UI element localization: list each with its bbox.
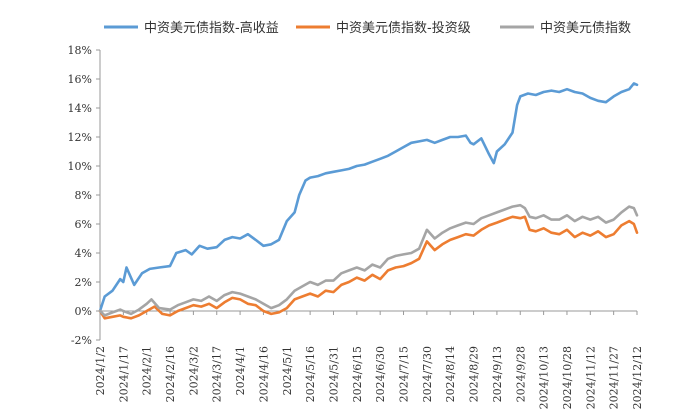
series-layer <box>98 82 639 320</box>
x-tick-label: 2024/9/28 <box>514 346 527 402</box>
legend-label-3: 中资美元债指数 <box>540 21 631 36</box>
x-tick-label: 2024/10/13 <box>538 346 551 409</box>
y-tick-label: 6% <box>75 218 92 231</box>
x-tick-label: 2024/8/14 <box>444 346 457 402</box>
x-tick-label: 2024/9/13 <box>491 346 504 402</box>
y-tick-label: 0% <box>75 305 92 318</box>
y-tick-label: 12% <box>68 131 92 144</box>
x-tick-label: 2024/8/29 <box>468 346 481 402</box>
x-tick-label: 2024/7/30 <box>421 346 434 402</box>
x-tick-label: 2024/4/1 <box>234 346 247 395</box>
x-tick-label: 2024/3/2 <box>187 346 200 395</box>
x-tick-label: 2024/1/17 <box>117 346 130 402</box>
x-tick-label: 2024/5/31 <box>327 346 340 402</box>
x-tick-label: 2024/11/12 <box>584 346 597 409</box>
series-line-2 <box>98 215 639 320</box>
x-tick-label: 2024/3/17 <box>211 346 224 402</box>
y-tick-label: 16% <box>68 73 92 86</box>
series-line-3 <box>98 203 639 317</box>
x-tick-label: 2024/2/16 <box>164 346 177 402</box>
y-tick-label: 14% <box>68 102 92 115</box>
y-tick-label: 4% <box>75 247 92 260</box>
x-tick-label: 2024/7/15 <box>398 346 411 402</box>
series-line-1 <box>98 82 639 313</box>
y-tick-label: 18% <box>68 44 92 57</box>
x-tick-label: 2024/6/30 <box>374 346 387 402</box>
legend: 中资美元债指数-高收益 中资美元债指数-投资级 中资美元债指数 <box>104 20 631 36</box>
y-tick-label: 10% <box>68 160 92 173</box>
legend-label-2: 中资美元债指数-投资级 <box>336 20 471 36</box>
x-tick-label: 2024/10/28 <box>561 346 574 409</box>
x-tick-label: 2024/5/16 <box>304 346 317 402</box>
x-tick-label: 2024/1/2 <box>94 346 107 395</box>
x-tick-label: 2024/5/1 <box>281 346 294 395</box>
legend-label-1: 中资美元债指数-高收益 <box>144 20 279 36</box>
y-axis: -2% 0% 2% 4% 6% 8% 10% 12% 14% 16% 18% <box>68 44 101 347</box>
y-tick-label: 2% <box>75 276 92 289</box>
y-tick-label: 8% <box>75 189 92 202</box>
x-tick-label: 2024/4/16 <box>257 346 270 402</box>
y-tick-label: -2% <box>71 334 92 347</box>
x-tick-label: 2024/6/15 <box>351 346 364 402</box>
x-tick-label: 2024/11/27 <box>608 346 621 409</box>
x-tick-label: 2024/2/1 <box>141 346 154 395</box>
x-tick-label: 2024/12/12 <box>631 346 644 409</box>
x-axis: 2024/1/2 2024/1/17 2024/2/1 2024/2/16 2024/3… <box>94 310 644 409</box>
